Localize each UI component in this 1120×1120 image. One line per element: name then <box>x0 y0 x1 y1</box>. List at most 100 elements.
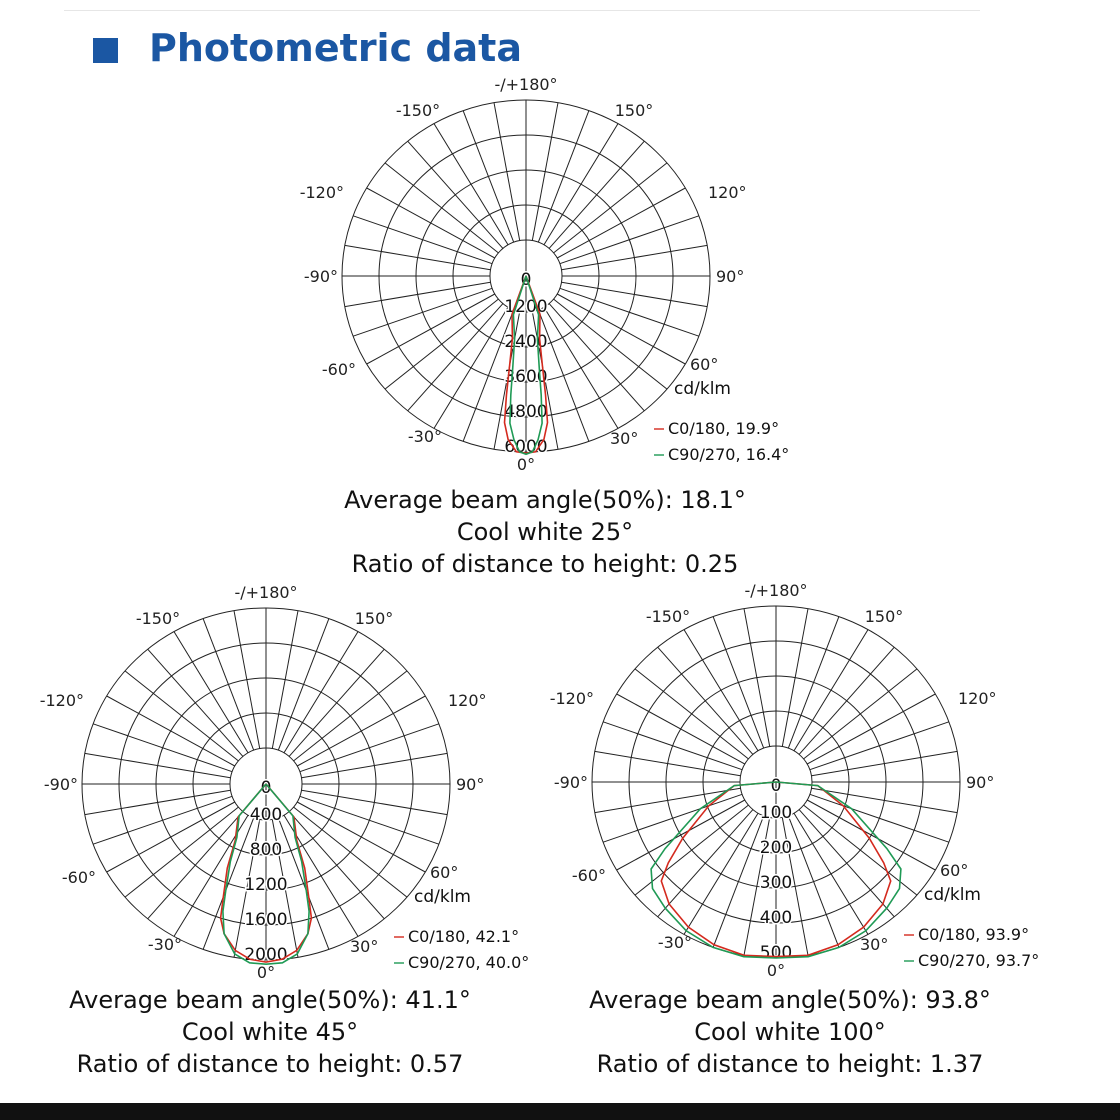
radial-tick-label: 300 <box>760 873 792 893</box>
grid-spoke <box>92 795 233 845</box>
grid-spoke <box>462 110 515 243</box>
grid-spoke <box>202 817 255 950</box>
angle-label-minus30: -30° <box>658 933 692 952</box>
grid-spoke <box>803 668 918 760</box>
grid-spoke <box>366 187 496 259</box>
legend-label: C90/270, 40.0° <box>408 953 529 972</box>
grid-spoke <box>277 817 330 950</box>
grid-spoke <box>787 616 840 749</box>
radial-tick-label: 400 <box>250 805 282 825</box>
grid-spoke <box>407 140 504 249</box>
angle-label-minus90: -90° <box>554 773 588 792</box>
grid-spoke <box>299 795 440 845</box>
grid-spoke <box>793 629 869 752</box>
grid-spoke <box>293 670 408 762</box>
angle-label-150: 150° <box>355 609 394 628</box>
legend-label: C0/180, 19.9° <box>668 419 779 438</box>
grid-spoke <box>798 809 895 918</box>
grid-spoke <box>806 799 936 871</box>
annotation-chart-3: Average beam angle(50%): 93.8° Cool whit… <box>530 984 1050 1080</box>
angle-label-30: 30° <box>350 937 378 956</box>
grid-spoke <box>743 817 771 956</box>
grid-spoke <box>561 281 708 308</box>
grid-spoke <box>811 750 958 777</box>
grid-spoke <box>683 629 759 752</box>
grid-spoke <box>384 298 499 390</box>
grid-spoke <box>743 608 771 747</box>
grid-spoke <box>352 287 493 337</box>
angle-label-120: 120° <box>708 183 747 202</box>
grid-spoke <box>283 631 359 754</box>
grid-spoke <box>806 693 936 765</box>
grid-spoke <box>537 110 590 243</box>
angle-label-minus150: -150° <box>396 101 440 120</box>
grid-spoke <box>288 648 385 757</box>
grid-spoke <box>559 287 700 337</box>
legend-label: C90/270, 16.4° <box>668 445 789 464</box>
grid-spoke <box>787 815 840 948</box>
angle-label-minus60: -60° <box>322 360 356 379</box>
grid-spoke <box>301 752 448 779</box>
polar-grid <box>341 99 711 453</box>
grid-spoke <box>84 789 231 816</box>
grid-spoke <box>433 123 509 246</box>
grid-spoke <box>616 693 746 765</box>
angle-label-150: 150° <box>615 101 654 120</box>
grid-spoke <box>296 801 426 873</box>
grid-spoke <box>781 817 809 956</box>
beam-angle-text: Average beam angle(50%): 18.1° <box>344 486 746 514</box>
polar-grid <box>591 605 961 959</box>
unit-label: cd/klm <box>924 885 981 905</box>
radial-tick-label: 500 <box>760 943 792 963</box>
grid-spoke <box>344 244 491 271</box>
angle-label-30: 30° <box>860 935 888 954</box>
angle-label-0: 0° <box>767 961 785 980</box>
grid-spoke <box>537 309 590 442</box>
grid-spoke <box>602 793 743 843</box>
grid-spoke <box>602 721 743 771</box>
annotation-chart-1: Average beam angle(50%): 18.1° Cool whit… <box>285 484 805 580</box>
grid-spoke <box>531 311 559 450</box>
grid-spoke <box>366 293 496 365</box>
grid-spoke <box>531 102 559 241</box>
grid-spoke <box>657 809 754 918</box>
angle-label-minus60: -60° <box>62 868 96 887</box>
angle-label-minus120: -120° <box>300 183 344 202</box>
grid-spoke <box>712 616 765 749</box>
angle-label-90: 90° <box>966 773 994 792</box>
polar-chart-1: -/+180° 150° -150° 120° -120° 90° -90° 60° -60° 3… <box>300 75 790 474</box>
grid-spoke <box>344 281 491 308</box>
grid-spoke <box>809 721 950 771</box>
beam-angle-text: Average beam angle(50%): 41.1° <box>69 986 471 1014</box>
radial-tick-label: 1200 <box>244 875 287 895</box>
grid-spoke <box>299 723 440 773</box>
angle-label-180: -/+180° <box>234 583 297 602</box>
radial-tick-label: 1200 <box>504 297 547 317</box>
grid-spoke <box>271 819 299 958</box>
angle-label-180: -/+180° <box>494 75 557 94</box>
angle-label-60: 60° <box>690 355 718 374</box>
grid-spoke <box>407 303 504 412</box>
angle-label-minus60: -60° <box>572 866 606 885</box>
grid-spoke <box>559 215 700 265</box>
angle-label-minus150: -150° <box>136 609 180 628</box>
grid-spoke <box>493 311 521 450</box>
angle-label-30: 30° <box>610 429 638 448</box>
color-temperature-text: Cool white 25° <box>456 518 634 546</box>
annotation-chart-2: Average beam angle(50%): 41.1° Cool whit… <box>10 984 530 1080</box>
grid-spoke <box>543 306 619 429</box>
grid-spoke <box>594 787 741 814</box>
bottom-band <box>0 1103 1120 1120</box>
color-temperature-text: Cool white 45° <box>181 1018 359 1046</box>
grid-spoke <box>634 668 749 760</box>
angle-label-90: 90° <box>716 267 744 286</box>
series-curve-c0-180 <box>660 781 892 958</box>
angle-label-90: 90° <box>456 775 484 794</box>
angle-label-120: 120° <box>448 691 487 710</box>
grid-spoke <box>634 804 749 896</box>
grid-spoke <box>124 806 239 898</box>
grid-spoke <box>712 815 765 948</box>
radial-tick-label: 1600 <box>244 910 287 930</box>
radial-tick-label: 800 <box>250 840 282 860</box>
grid-spoke <box>288 811 385 920</box>
